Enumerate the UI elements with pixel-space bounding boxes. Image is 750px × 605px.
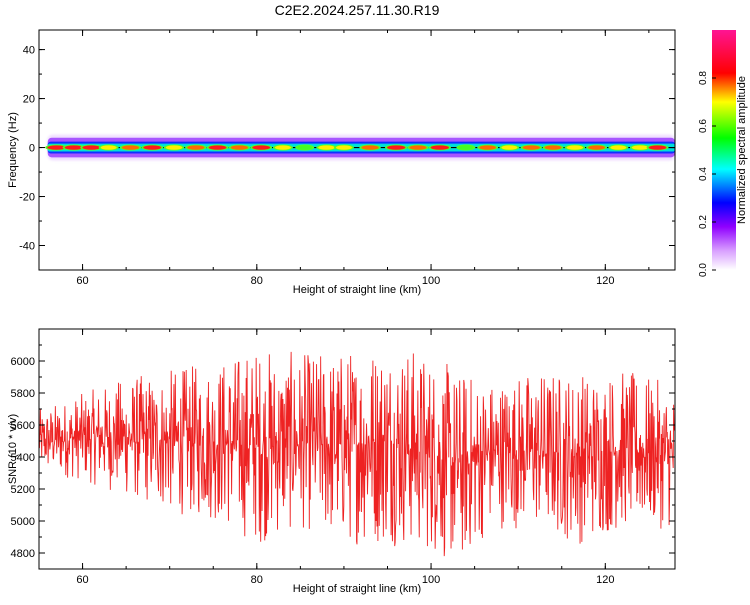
snr-x-tick-label: 60 [76, 574, 88, 586]
peak-mark [458, 145, 474, 150]
spectrogram-y-tick-label: -20 [19, 192, 35, 204]
peak-mark [610, 145, 627, 150]
colorbar-tick-label: 0.6 [698, 119, 709, 133]
peak-mark [631, 145, 649, 150]
peak-mark [82, 145, 101, 150]
peak-mark [121, 145, 140, 150]
peak-mark [479, 145, 497, 150]
peak-mark [252, 145, 271, 150]
spectrogram-panel: 60 80 100 120 -40 -20 0 20 40 Height of straigh… [7, 29, 676, 296]
colorbar-tick-label: 0.2 [698, 215, 709, 229]
snr-y-ticks: 4800 5000 5200 5400 5600 5800 6000 [11, 328, 675, 570]
colorbar-tick-label: 0.0 [698, 263, 709, 277]
peak-mark [335, 145, 352, 150]
peak-mark [47, 145, 66, 150]
colorbar: 0.0 0.2 0.4 0.6 0.8 Normalized spectral ampl… [698, 30, 748, 277]
spectrogram-y-tick-label: 40 [23, 45, 35, 57]
spectrogram-x-tick-label: 120 [596, 275, 614, 287]
peak-mark [165, 145, 183, 150]
spectrogram-y-axis-label: Frequency (Hz) [7, 112, 19, 188]
snr-y-tick-label: 5400 [11, 452, 35, 464]
peak-mark [187, 145, 205, 150]
colorbar-ticks: 0.0 0.2 0.4 0.6 0.8 [698, 71, 716, 277]
spectrogram-y-ticks: -40 -20 0 20 40 [19, 45, 675, 271]
peak-mark [501, 145, 518, 150]
spectrogram-band [45, 134, 675, 161]
spectrogram-y-tick-label: 20 [23, 94, 35, 106]
spectrogram-x-tick-label: 60 [76, 275, 88, 287]
spectrogram-y-tick-label: 0 [29, 143, 35, 155]
peak-mark [297, 145, 313, 150]
snr-x-tick-label: 120 [596, 574, 614, 586]
peak-mark [430, 145, 450, 150]
peak-mark [64, 145, 84, 150]
peak-mark [318, 145, 335, 150]
peak-mark [208, 145, 227, 150]
colorbar-tick-label: 0.4 [698, 167, 709, 181]
colorbar-tick-label: 0.8 [698, 71, 709, 85]
snr-y-axis-label: SNR (10 * v/v) [7, 414, 19, 484]
snr-y-tick-label: 5000 [11, 516, 35, 528]
snr-y-tick-label: 5800 [11, 388, 35, 400]
spectrogram-frame [38, 29, 676, 271]
peak-mark [648, 145, 667, 150]
snr-y-tick-label: 6000 [11, 356, 35, 368]
peak-mark [566, 145, 584, 150]
peak-mark [361, 145, 379, 150]
spectrogram-x-ticks: 60 80 100 120 [38, 30, 650, 287]
spectrogram-y-tick-label: -40 [19, 241, 35, 253]
peak-mark [274, 145, 291, 150]
peak-mark [143, 145, 162, 150]
colorbar-gradient [712, 30, 736, 270]
snr-x-tick-label: 100 [422, 574, 440, 586]
colorbar-label: Normalized spectral amplitude [736, 76, 748, 224]
chart-title: C2E2.2024.257.11.30.R19 [275, 2, 440, 18]
peak-mark [386, 145, 406, 150]
snr-series-line [39, 351, 675, 557]
snr-x-ticks: 60 80 100 120 [38, 329, 650, 586]
peak-mark [100, 145, 117, 150]
spectrogram-x-axis-label: Height of straight line (km) [293, 284, 421, 296]
spectrogram-x-tick-label: 100 [422, 275, 440, 287]
snr-y-tick-label: 5200 [11, 484, 35, 496]
peak-mark [522, 145, 540, 150]
snr-y-tick-label: 4800 [11, 548, 35, 560]
peak-mark [544, 145, 562, 150]
snr-panel: 60 80 100 120 4800500052005400560058006000 … [7, 328, 676, 595]
spectrogram-x-tick-label: 80 [251, 275, 263, 287]
peak-mark [588, 145, 606, 150]
snr-x-tick-label: 80 [251, 574, 263, 586]
peak-mark [409, 145, 427, 150]
peak-mark [230, 145, 249, 150]
snr-x-axis-label: Height of straight line (km) [293, 583, 421, 595]
snr-y-tick-label: 5600 [11, 420, 35, 432]
snr-frame [38, 328, 676, 570]
